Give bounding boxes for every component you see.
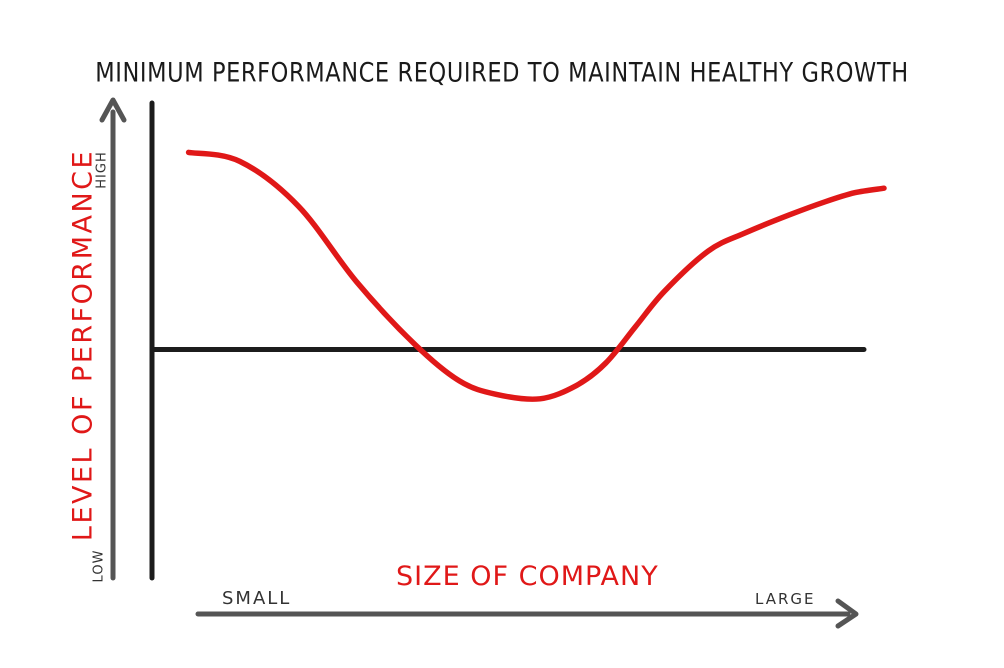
x-tick-label-small: SMALL xyxy=(222,588,292,609)
chart-title: MINIMUM PERFORMANCE REQUIRED TO MAINTAIN… xyxy=(95,57,909,88)
y-arrow-head xyxy=(99,97,127,123)
x-tick-label-large: LARGE xyxy=(755,590,816,608)
x-axis-label: SIZE OF COMPANY xyxy=(396,561,659,592)
y-axis-label: LEVEL OF PERFORMANCE xyxy=(67,148,99,542)
performance-curve-line xyxy=(185,149,887,402)
y-tick-label-high: HIGH xyxy=(94,151,110,189)
x-arrow-head xyxy=(835,598,859,629)
y-tick-label-low: LOW xyxy=(91,549,107,583)
